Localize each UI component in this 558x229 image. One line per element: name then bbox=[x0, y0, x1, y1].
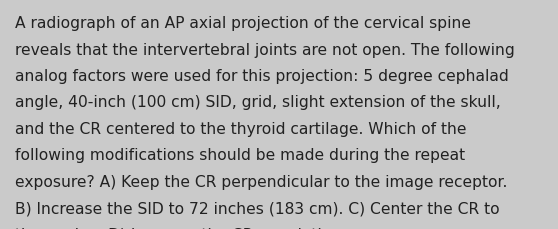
Text: following modifications should be made during the repeat: following modifications should be made d… bbox=[15, 148, 465, 163]
Text: A radiograph of an AP axial projection of the cervical spine: A radiograph of an AP axial projection o… bbox=[15, 16, 471, 31]
Text: the gonion. D) Increase the CR angulation.: the gonion. D) Increase the CR angulatio… bbox=[15, 227, 346, 229]
Text: angle, 40-inch (100 cm) SID, grid, slight extension of the skull,: angle, 40-inch (100 cm) SID, grid, sligh… bbox=[15, 95, 501, 110]
Text: reveals that the intervertebral joints are not open. The following: reveals that the intervertebral joints a… bbox=[15, 42, 515, 57]
Text: analog factors were used for this projection: 5 degree cephalad: analog factors were used for this projec… bbox=[15, 69, 509, 84]
Text: exposure? A) Keep the CR perpendicular to the image receptor.: exposure? A) Keep the CR perpendicular t… bbox=[15, 174, 507, 189]
Text: and the CR centered to the thyroid cartilage. Which of the: and the CR centered to the thyroid carti… bbox=[15, 121, 466, 136]
Text: B) Increase the SID to 72 inches (183 cm). C) Center the CR to: B) Increase the SID to 72 inches (183 cm… bbox=[15, 200, 500, 215]
